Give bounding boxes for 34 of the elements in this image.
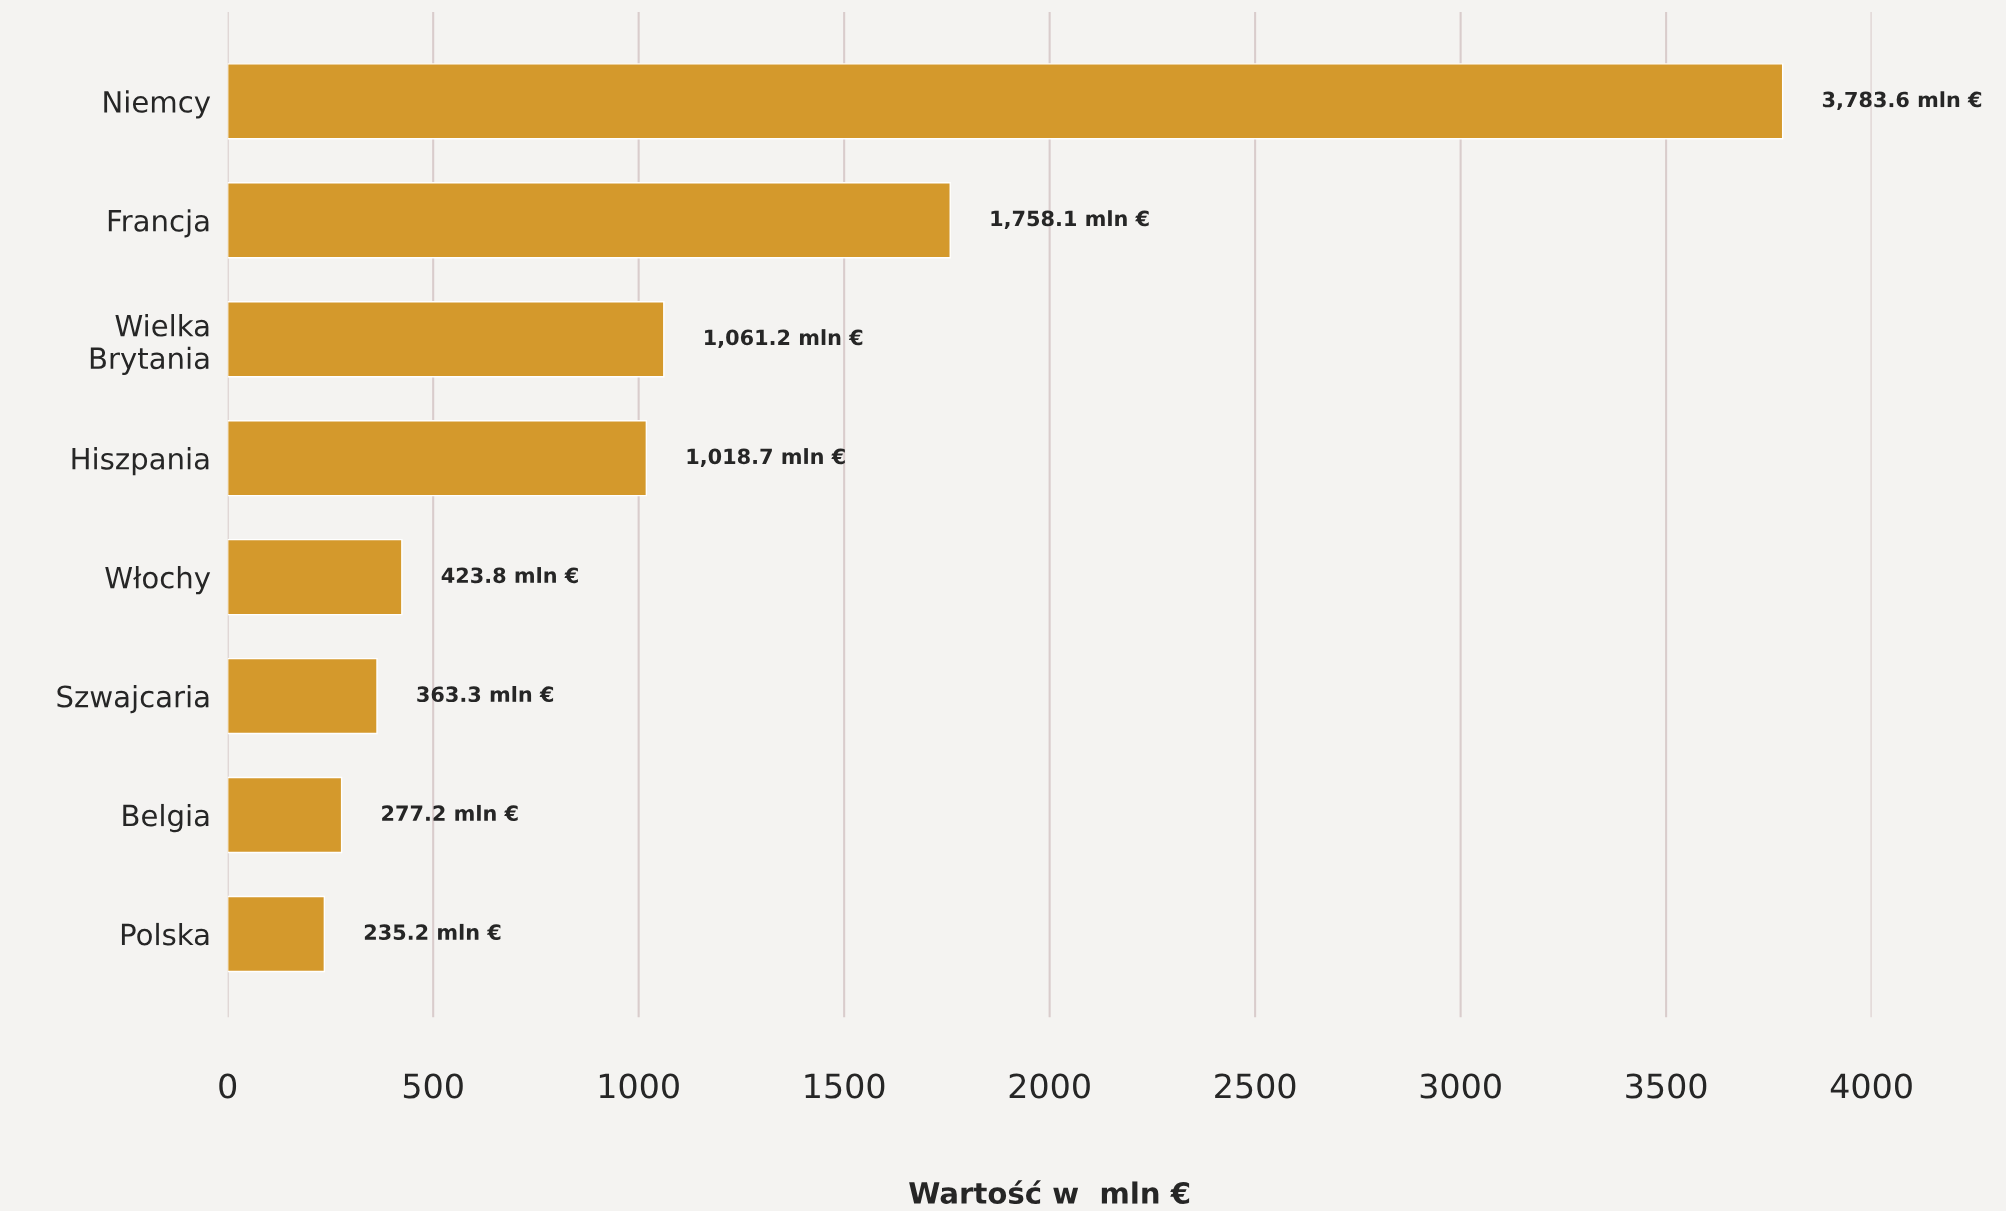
y-tick-label: Francja [108,209,209,238]
bar [227,182,951,259]
bar [227,776,343,854]
bar [227,538,403,616]
data-label: 1,758.1 mln € [991,210,1149,229]
data-label: 277.2 mln € [382,804,518,822]
x-tick-label: 500 [403,1073,463,1099]
y-tick-label: Szwajcaria [57,684,209,714]
x-tick-label: 1000 [599,1073,679,1099]
y-tick-label: Hiszpania [72,447,209,476]
x-tick-label: 3000 [1420,1073,1501,1099]
y-tick-label: Włochy [105,566,211,595]
data-label: 363.3 mln € [417,685,554,703]
data-label: 3,783.6 mln € [1822,91,1982,111]
bar [227,657,378,735]
x-tick-label: 3500 [1626,1073,1707,1099]
data-label: 235.2 mln € [364,923,501,941]
x-tick-label: 4000 [1830,1073,1912,1099]
y-tick-label: Polska [121,922,209,946]
x-tick-label: 2000 [1009,1073,1090,1099]
y-tick-label: Niemcy [104,90,211,119]
x-axis-title: Wartość w mln € [909,1180,1190,1205]
bar [227,301,665,378]
x-tick-label: 1500 [805,1073,885,1099]
data-label: 1,061.2 mln € [705,329,863,348]
bar [227,895,326,973]
x-tick-label: 0 [219,1073,237,1099]
data-label: 423.8 mln € [441,567,578,584]
bar [227,63,1784,140]
x-tick-label: 2500 [1215,1073,1296,1099]
y-tick-label: Wielka Brytania [90,314,209,375]
y-tick-label: Belgia [123,803,209,833]
data-label: 1,018.7 mln € [687,448,845,467]
bar [227,420,648,497]
